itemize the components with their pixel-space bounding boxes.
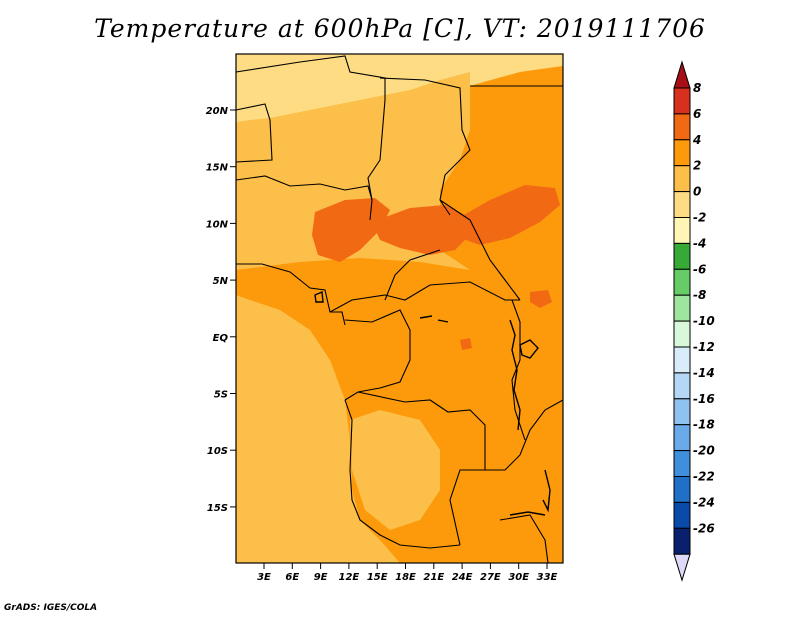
colorbar-label: 8 — [693, 81, 701, 95]
lon-tick-label: 33E — [537, 572, 558, 583]
footer-credit: GrADS: IGES/COLA — [4, 603, 98, 613]
longitude-axis: 3E 6E 9E 12E 15E 18E 21E 24E 27E 30E 33E — [257, 563, 558, 583]
colorbar-label: -8 — [693, 288, 706, 302]
colorbar-swatch — [673, 165, 691, 193]
region-cool-northeast — [470, 54, 563, 86]
lat-tick-label: 15N — [206, 163, 229, 174]
lat-tick-label: 5N — [213, 276, 229, 287]
region-cool-north — [236, 54, 470, 122]
triangle-up-icon — [673, 60, 691, 89]
lat-tick-label: EQ — [213, 333, 229, 344]
colorbar-label: -6 — [693, 262, 706, 276]
colorbar-swatch — [673, 139, 691, 167]
lat-tick-label: 15S — [207, 503, 228, 514]
colorbar-label: -4 — [693, 236, 706, 250]
colorbar-label: -2 — [693, 211, 706, 225]
colorbar-label: -26 — [693, 521, 715, 535]
colorbar-label: -12 — [693, 340, 715, 354]
region-hot-sahel-central — [372, 205, 470, 255]
colorbar-swatch — [673, 346, 691, 374]
lon-tick-label: 9E — [314, 572, 328, 583]
colorbar-swatch — [673, 242, 691, 270]
lon-tick-label: 15E — [367, 572, 388, 583]
chart-title: Temperature at 600hPa [C], VT: 201911170… — [94, 14, 706, 43]
colorbar-label: 2 — [693, 159, 701, 173]
colorbar-swatch — [673, 501, 691, 529]
colorbar-swatch — [673, 424, 691, 452]
region-hot-spot-east — [530, 290, 552, 308]
colorbar-swatch — [673, 191, 691, 219]
colorbar-label: -16 — [693, 392, 715, 406]
colorbar: 8 6 4 2 0 -2 -4 -6 -8 -10 -12 -14 -16 -18 -20 -22 -24 -26 — [673, 60, 715, 582]
lon-tick-label: 27E — [480, 572, 501, 583]
colorbar-swatch — [673, 527, 691, 555]
colorbar-swatch — [673, 294, 691, 322]
colorbar-swatch — [673, 372, 691, 400]
lon-tick-label: 6E — [285, 572, 299, 583]
region-coastal-atlantic — [236, 320, 345, 563]
colorbar-swatch — [673, 450, 691, 478]
colorbar-label: 4 — [692, 133, 701, 147]
lon-tick-label: 3E — [257, 572, 271, 583]
colorbar-swatch — [673, 217, 691, 244]
colorbar-label: 0 — [693, 185, 701, 199]
colorbar-swatch — [673, 268, 691, 296]
region-hot-sahel-east — [455, 185, 560, 245]
colorbar-label: -10 — [693, 314, 715, 328]
lake-outlines — [314, 290, 551, 516]
lat-tick-label: 10N — [206, 219, 229, 230]
triangle-down-icon — [673, 553, 691, 582]
region-hot-spot-central — [460, 338, 472, 350]
colorbar-label: -24 — [693, 495, 715, 509]
lon-tick-label: 21E — [423, 572, 444, 583]
map-frame — [235, 53, 564, 564]
latitude-axis: 20N 15N 10N 5N EQ 5S 10S 15S — [206, 106, 236, 514]
lat-tick-label: 20N — [206, 106, 229, 117]
colorbar-swatch — [673, 476, 691, 503]
lon-tick-label: 18E — [395, 572, 416, 583]
colorbar-swatch — [673, 320, 691, 348]
colorbar-swatch — [673, 87, 691, 115]
map-panel — [235, 53, 564, 564]
colorbar-label: -22 — [693, 470, 715, 484]
lon-tick-label: 30E — [508, 572, 529, 583]
colorbar-label: -14 — [693, 366, 715, 380]
lon-tick-label: 24E — [452, 572, 473, 583]
colorbar-label: 6 — [693, 107, 701, 121]
colorbar-swatch — [673, 398, 691, 426]
lat-tick-label: 10S — [207, 446, 228, 457]
lon-tick-label: 12E — [339, 572, 360, 583]
country-borders — [235, 55, 564, 564]
colorbar-swatch — [673, 113, 691, 141]
region-warm-central — [236, 258, 563, 563]
colorbar-label: -20 — [693, 444, 715, 458]
region-interior-pocket — [350, 410, 440, 530]
colorbar-label: -18 — [693, 418, 715, 432]
lat-tick-label: 5S — [214, 390, 228, 401]
